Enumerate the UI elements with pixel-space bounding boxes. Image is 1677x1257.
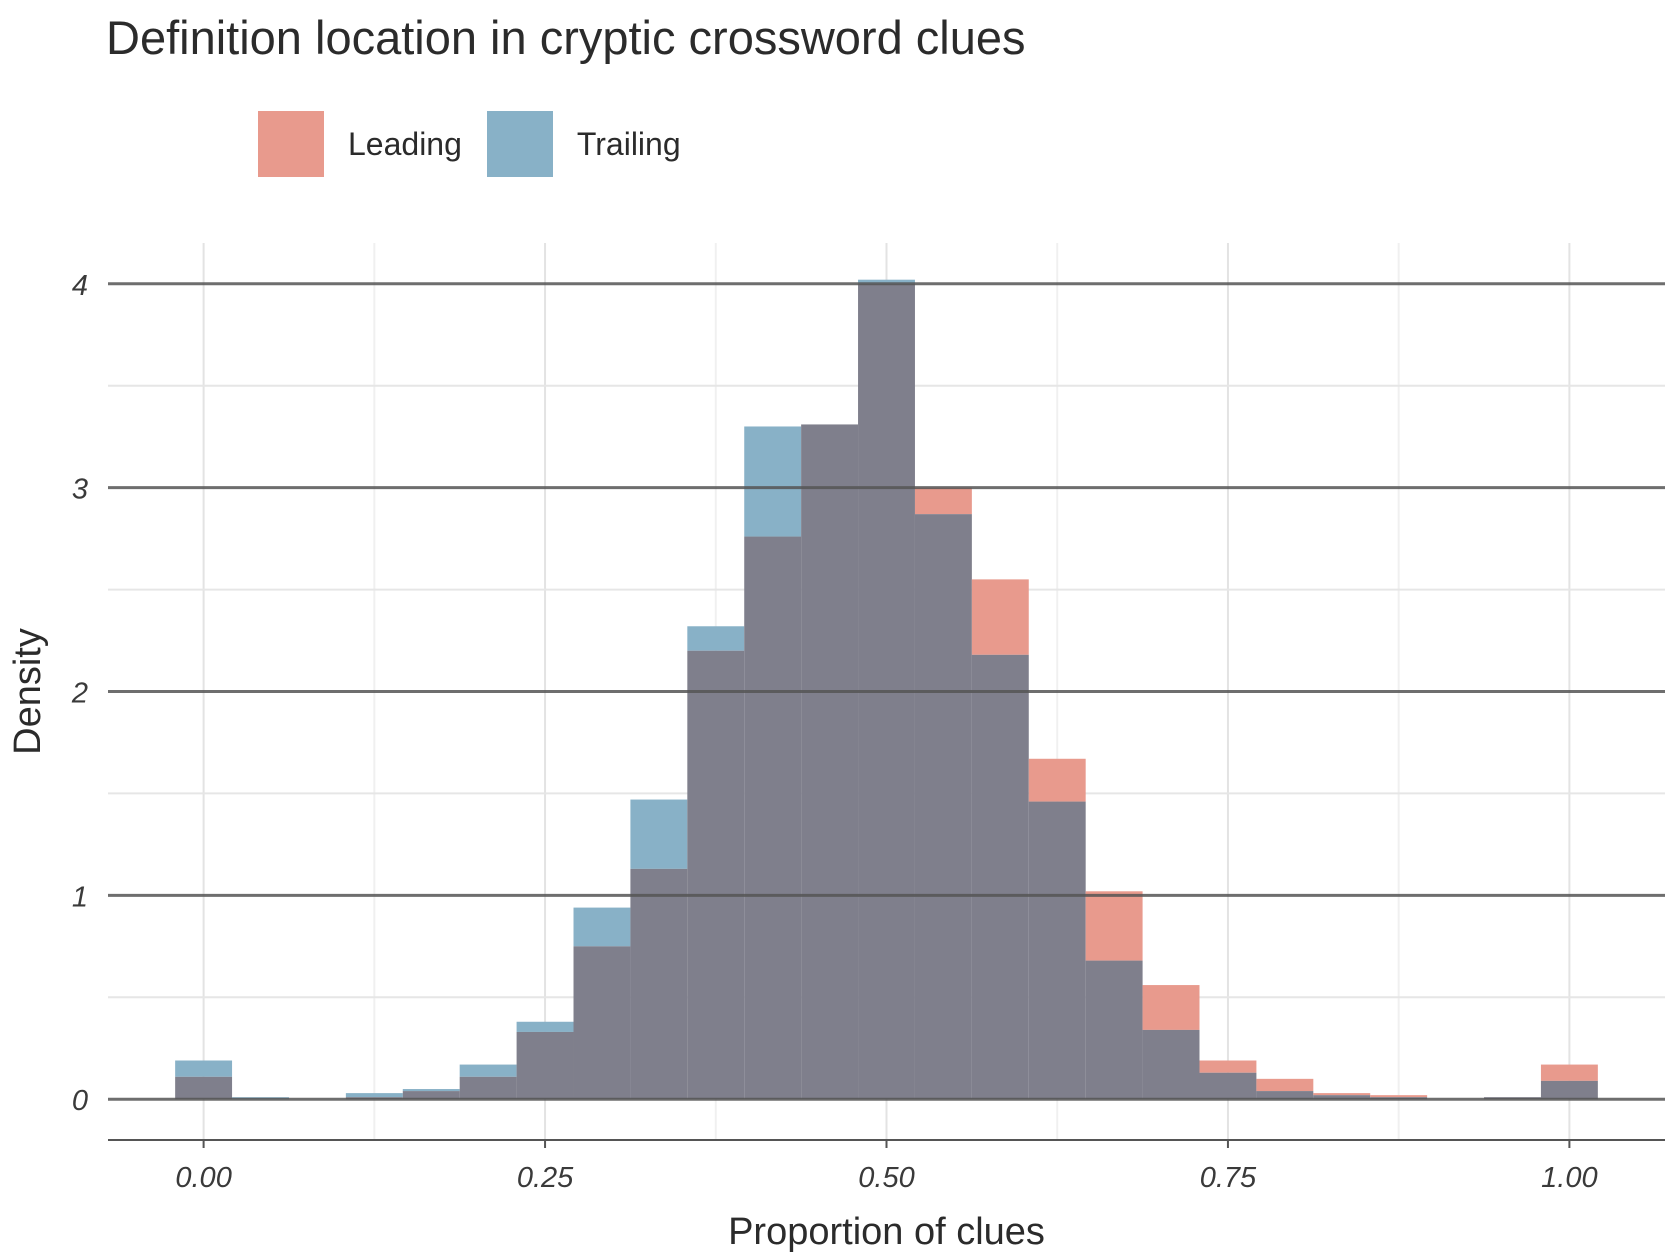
bar-overlap bbox=[801, 424, 859, 1100]
bar-leading bbox=[914, 487, 972, 515]
bar-trailing bbox=[573, 907, 631, 947]
bar-trailing bbox=[345, 1093, 403, 1098]
bar-overlap bbox=[1085, 960, 1143, 1100]
bars-overlap-layer bbox=[175, 279, 1598, 1100]
bar-overlap bbox=[1199, 1072, 1257, 1100]
bar-leading bbox=[1085, 891, 1143, 961]
bar-overlap bbox=[459, 1076, 517, 1100]
legend-swatch-trailing bbox=[486, 111, 553, 177]
bar-trailing bbox=[744, 426, 802, 537]
bar-leading bbox=[1313, 1093, 1371, 1096]
bar-leading bbox=[1142, 985, 1200, 1030]
bar-leading bbox=[971, 579, 1029, 655]
bar-overlap bbox=[516, 1031, 574, 1100]
legend-swatch-leading bbox=[258, 111, 324, 177]
bar-leading bbox=[1540, 1064, 1598, 1081]
tick-labels: 0.00 0.25 0.50 0.75 1.00 0 1 2 3 4 bbox=[71, 270, 1598, 1194]
bar-overlap bbox=[1028, 801, 1086, 1100]
x-tick-label: 0.75 bbox=[1200, 1162, 1257, 1194]
bar-leading bbox=[1028, 758, 1086, 802]
legend-item-trailing: Trailing bbox=[486, 111, 681, 177]
bar-overlap bbox=[1256, 1091, 1314, 1100]
bar-leading bbox=[1370, 1095, 1428, 1098]
x-tick-label: 0.00 bbox=[175, 1162, 231, 1194]
legend: Leading Trailing bbox=[258, 111, 706, 177]
bar-overlap bbox=[1142, 1029, 1200, 1100]
bar-trailing bbox=[175, 1060, 233, 1077]
bar-overlap bbox=[175, 1076, 233, 1100]
x-tick-label: 1.00 bbox=[1541, 1162, 1597, 1194]
y-tick-label: 3 bbox=[72, 474, 88, 506]
bar-trailing bbox=[402, 1089, 460, 1092]
bar-leading bbox=[1199, 1060, 1257, 1073]
legend-label-trailing: Trailing bbox=[576, 125, 681, 162]
legend-item-leading: Leading bbox=[258, 111, 462, 177]
y-tick-label: 4 bbox=[72, 270, 88, 302]
x-axis-title: Proportion of clues bbox=[728, 1211, 1045, 1253]
y-tick-label: 0 bbox=[72, 1085, 88, 1117]
bar-trailing bbox=[516, 1021, 574, 1032]
bar-overlap bbox=[630, 868, 688, 1100]
x-tick-label: 0.50 bbox=[858, 1162, 914, 1194]
bar-leading bbox=[1256, 1078, 1314, 1092]
bar-overlap bbox=[914, 514, 972, 1100]
bar-overlap bbox=[971, 654, 1029, 1100]
x-tick-label: 0.25 bbox=[517, 1162, 574, 1194]
y-axis-title: Density bbox=[7, 628, 49, 755]
bar-overlap bbox=[1540, 1080, 1598, 1100]
grid-major bbox=[108, 282, 1665, 1101]
chart-title: Definition location in cryptic crossword… bbox=[106, 11, 1026, 64]
bar-trailing bbox=[687, 626, 745, 651]
bar-overlap bbox=[687, 650, 745, 1100]
legend-label-leading: Leading bbox=[348, 125, 462, 162]
y-tick-label: 2 bbox=[71, 678, 88, 710]
bar-trailing bbox=[858, 279, 915, 284]
bar-overlap bbox=[573, 946, 631, 1100]
bar-trailing bbox=[630, 799, 688, 869]
bar-overlap bbox=[402, 1091, 460, 1100]
axes bbox=[108, 1139, 1665, 1148]
bar-overlap bbox=[1313, 1095, 1371, 1100]
bar-trailing bbox=[459, 1064, 517, 1077]
y-tick-label: 1 bbox=[72, 881, 88, 913]
bar-overlap bbox=[744, 536, 802, 1100]
